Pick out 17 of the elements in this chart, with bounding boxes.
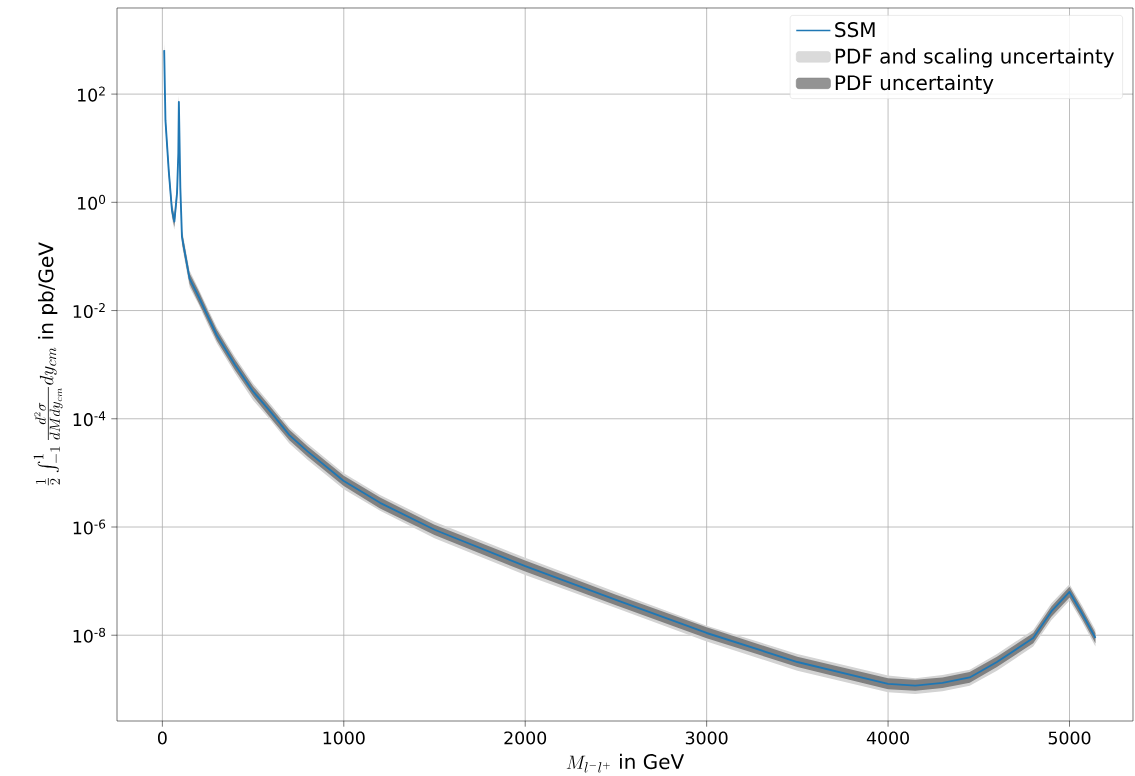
y-tick-label: 10$^{-6}$ xyxy=(73,519,106,535)
y-tick-label: 10$^{-2}$ xyxy=(73,303,105,319)
y-tick-label: 10$^{-4}$ xyxy=(73,411,106,427)
legend-label: PDF and scaling uncertainty xyxy=(835,48,1114,68)
x-tick-label: 4000 xyxy=(866,731,909,745)
x-tick-label: 3000 xyxy=(685,731,728,745)
legend-label: PDF uncertainty xyxy=(835,74,994,95)
x-tick-label: 5000 xyxy=(1048,731,1091,745)
y-tick-label: 10$^{-8}$ xyxy=(73,627,106,643)
y-axis-title: $\frac{1}{2}\int_{-1}^{1}\frac{d^2\sigma}{dMdy_{cm}}dy_{cm}\text{ in pb/GeV}$ xyxy=(33,242,63,486)
legend-label: SSM xyxy=(835,22,875,38)
x-tick-label: 1000 xyxy=(323,731,365,745)
y-tick-label: 10$^{2}$ xyxy=(78,86,105,102)
y-tick-label: 10$^{0}$ xyxy=(78,194,106,210)
x-axis-title: $M_{l^-l^+}\text{ in GeV}$ xyxy=(566,753,685,773)
x-tick-label: 2000 xyxy=(504,731,547,745)
x-tick-label: 0 xyxy=(158,731,167,745)
